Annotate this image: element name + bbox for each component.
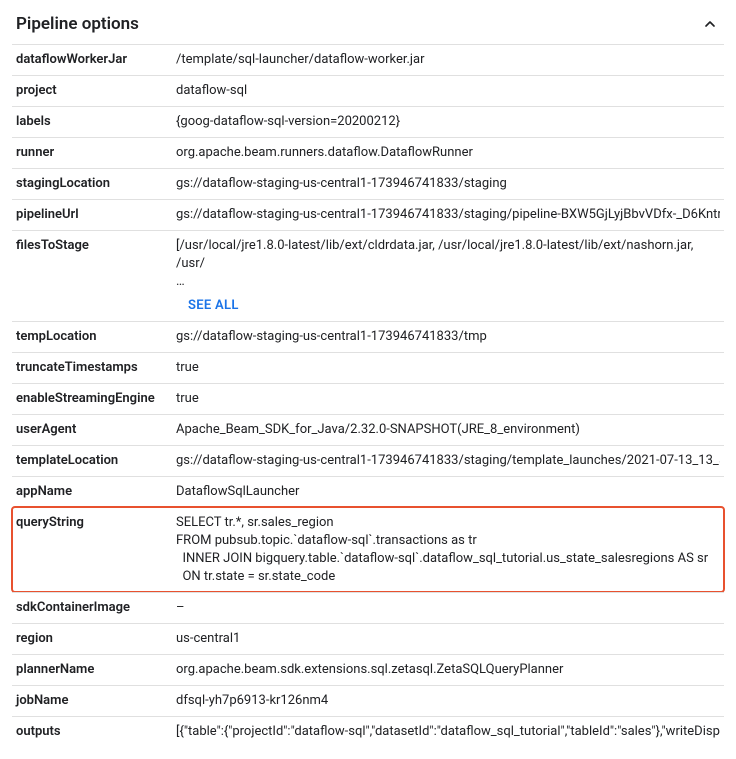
- collapse-icon[interactable]: [700, 14, 720, 34]
- option-value: dfsql-yh7p6913-kr126nm4: [176, 692, 720, 710]
- option-key: jobName: [16, 692, 176, 710]
- option-row: jobNamedfsql-yh7p6913-kr126nm4: [12, 685, 724, 716]
- option-value: /template/sql-launcher/dataflow-worker.j…: [176, 51, 720, 69]
- option-row: runnerorg.apache.beam.runners.dataflow.D…: [12, 137, 724, 168]
- option-row: filesToStage[/usr/local/jre1.8.0-latest/…: [12, 230, 724, 321]
- option-key: plannerName: [16, 661, 176, 679]
- option-value: true: [176, 359, 720, 377]
- option-value: Apache_Beam_SDK_for_Java/2.32.0-SNAPSHOT…: [176, 421, 720, 439]
- option-value: org.apache.beam.sdk.extensions.sql.zetas…: [176, 661, 720, 679]
- option-key: filesToStage: [16, 237, 176, 255]
- option-row: templateLocationgs://dataflow-staging-us…: [12, 445, 724, 476]
- option-key: truncateTimestamps: [16, 359, 176, 377]
- option-key: enableStreamingEngine: [16, 390, 176, 408]
- option-key: templateLocation: [16, 452, 176, 470]
- option-key: runner: [16, 144, 176, 162]
- option-value: gs://dataflow-staging-us-central1-173946…: [176, 452, 720, 470]
- option-row: labels{goog-dataflow-sql-version=2020021…: [12, 106, 724, 137]
- option-value: DataflowSqlLauncher: [176, 483, 720, 501]
- option-key: outputs: [16, 723, 176, 741]
- option-row: pipelineUrlgs://dataflow-staging-us-cent…: [12, 199, 724, 230]
- option-row: regionus-central1: [12, 623, 724, 654]
- option-key: region: [16, 630, 176, 648]
- option-key: queryString: [16, 514, 176, 532]
- option-value: org.apache.beam.runners.dataflow.Dataflo…: [176, 144, 720, 162]
- option-row: sdkContainerImage–: [12, 592, 724, 623]
- option-key: userAgent: [16, 421, 176, 439]
- pipeline-options-panel: Pipeline options dataflowWorkerJar/templ…: [0, 0, 736, 759]
- option-key: labels: [16, 113, 176, 131]
- option-row: outputs[{"table":{"projectId":"dataflow-…: [12, 716, 724, 747]
- option-key: tempLocation: [16, 328, 176, 346]
- option-key: stagingLocation: [16, 175, 176, 193]
- option-value: dataflow-sql: [176, 82, 720, 100]
- option-row: plannerNameorg.apache.beam.sdk.extension…: [12, 654, 724, 685]
- option-row: truncateTimestampstrue: [12, 352, 724, 383]
- option-value: gs://dataflow-staging-us-central1-173946…: [176, 206, 720, 224]
- see-all-link[interactable]: SEE ALL: [188, 297, 720, 315]
- option-value: us-central1: [176, 630, 720, 648]
- option-row: dataflowWorkerJar/template/sql-launcher/…: [12, 44, 724, 75]
- option-row: userAgentApache_Beam_SDK_for_Java/2.32.0…: [12, 414, 724, 445]
- option-key: dataflowWorkerJar: [16, 51, 176, 69]
- option-row: tempLocationgs://dataflow-staging-us-cen…: [12, 321, 724, 352]
- option-value: gs://dataflow-staging-us-central1-173946…: [176, 328, 720, 346]
- option-row: queryStringSELECT tr.*, sr.sales_region …: [12, 507, 724, 592]
- option-row: stagingLocationgs://dataflow-staging-us-…: [12, 168, 724, 199]
- option-value: SELECT tr.*, sr.sales_region FROM pubsub…: [176, 514, 720, 586]
- panel-title: Pipeline options: [16, 14, 139, 34]
- option-key: sdkContainerImage: [16, 599, 176, 617]
- option-value: true: [176, 390, 720, 408]
- option-key: project: [16, 82, 176, 100]
- option-value: [{"table":{"projectId":"dataflow-sql","d…: [176, 723, 720, 741]
- option-key: pipelineUrl: [16, 206, 176, 224]
- option-value: {goog-dataflow-sql-version=20200212}: [176, 113, 720, 131]
- option-row: enableStreamingEnginetrue: [12, 383, 724, 414]
- option-key: appName: [16, 483, 176, 501]
- option-row: projectdataflow-sql: [12, 75, 724, 106]
- panel-header[interactable]: Pipeline options: [12, 8, 724, 44]
- options-list: dataflowWorkerJar/template/sql-launcher/…: [12, 44, 724, 747]
- option-value: [/usr/local/jre1.8.0-latest/lib/ext/cldr…: [176, 237, 720, 315]
- option-row: appNameDataflowSqlLauncher: [12, 476, 724, 507]
- option-value: gs://dataflow-staging-us-central1-173946…: [176, 175, 720, 193]
- option-value: –: [176, 599, 720, 617]
